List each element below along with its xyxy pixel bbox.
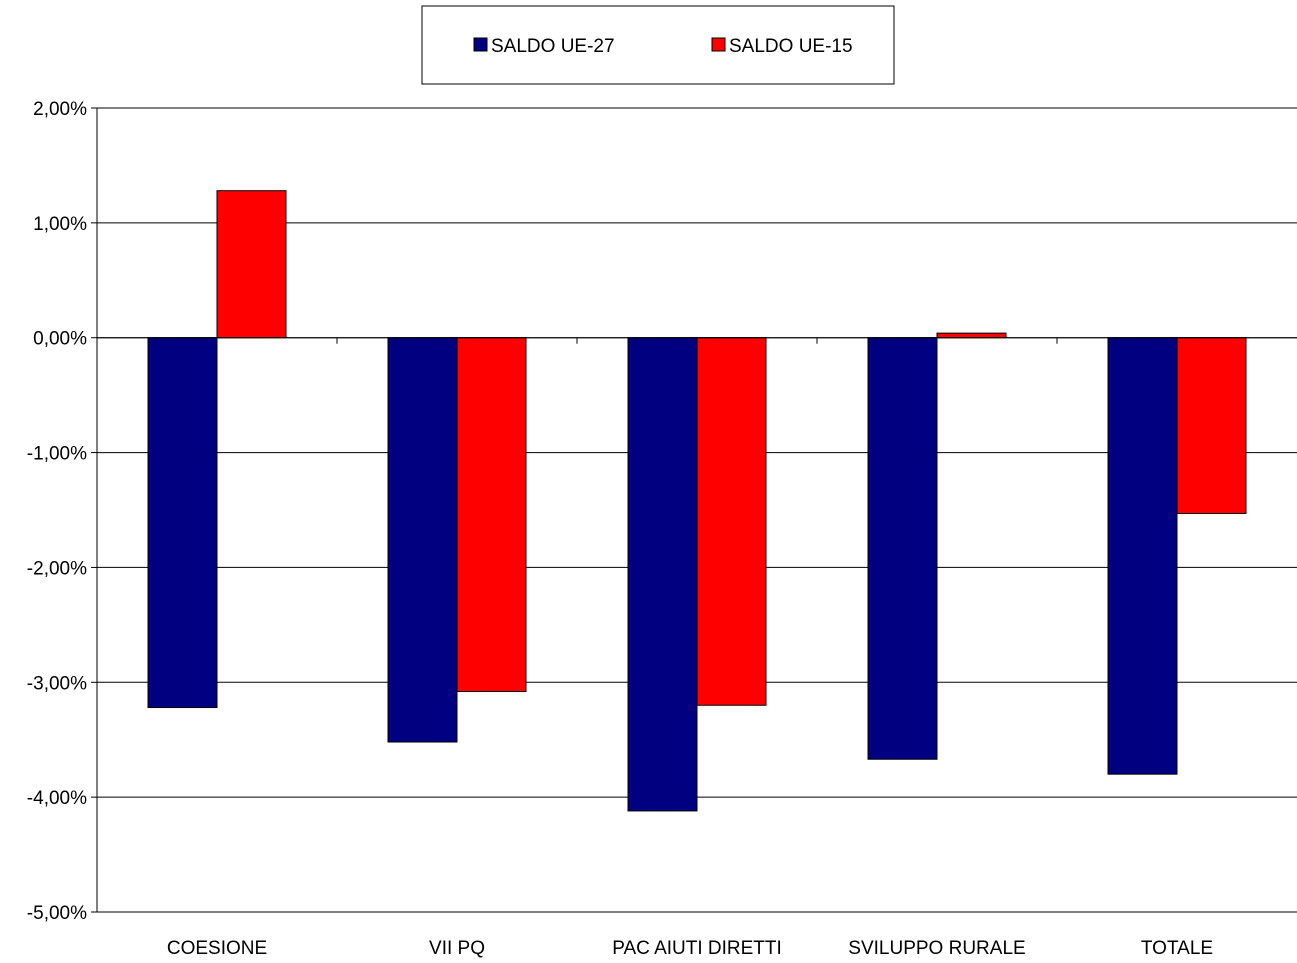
y-tick-labels: 2,00% 1,00% 0,00% -1,00% -2,00% -3,00% -4,00% -… (27, 99, 87, 924)
y-tick-label: -4,00% (27, 788, 87, 809)
y-tick-label: -2,00% (27, 558, 87, 579)
y-tick-label: 0,00% (33, 329, 87, 350)
bar-ue27 (867, 337, 938, 760)
bar-ue15 (936, 332, 1007, 339)
y-tick-label: -5,00% (27, 903, 87, 924)
bar-ue15 (216, 190, 287, 339)
bars (147, 190, 1247, 812)
bar-ue27 (387, 337, 458, 743)
y-tick-label: 2,00% (33, 99, 87, 120)
legend-swatch-ue27 (473, 37, 488, 52)
category-label: SVILUPPO RURALE (848, 938, 1025, 959)
legend-box (421, 5, 895, 85)
legend-swatch-ue15 (711, 37, 726, 52)
bar-ue27 (147, 337, 218, 709)
y-tick-label: 1,00% (33, 214, 87, 235)
category-label: PAC AIUTI DIRETTI (612, 938, 782, 959)
y-tick-label: -3,00% (27, 673, 87, 694)
category-label: VII PQ (429, 938, 485, 959)
y-tick-label: -1,00% (27, 444, 87, 465)
axes (91, 107, 1297, 913)
bar-ue15 (1176, 337, 1247, 514)
legend-label-ue15: SALDO UE-15 (729, 36, 853, 57)
bar-ue27 (1107, 337, 1178, 775)
bar-ue15 (456, 337, 527, 692)
bar-ue15 (696, 337, 767, 706)
legend-label-ue27: SALDO UE-27 (491, 36, 615, 57)
category-label: COESIONE (167, 938, 267, 959)
category-labels: COESIONE VII PQ PAC AIUTI DIRETTI SVILUPPO … (167, 938, 1213, 959)
legend: SALDO UE-27 SALDO UE-15 (421, 5, 895, 85)
category-label: TOTALE (1141, 938, 1213, 959)
bar-ue27 (627, 337, 698, 812)
